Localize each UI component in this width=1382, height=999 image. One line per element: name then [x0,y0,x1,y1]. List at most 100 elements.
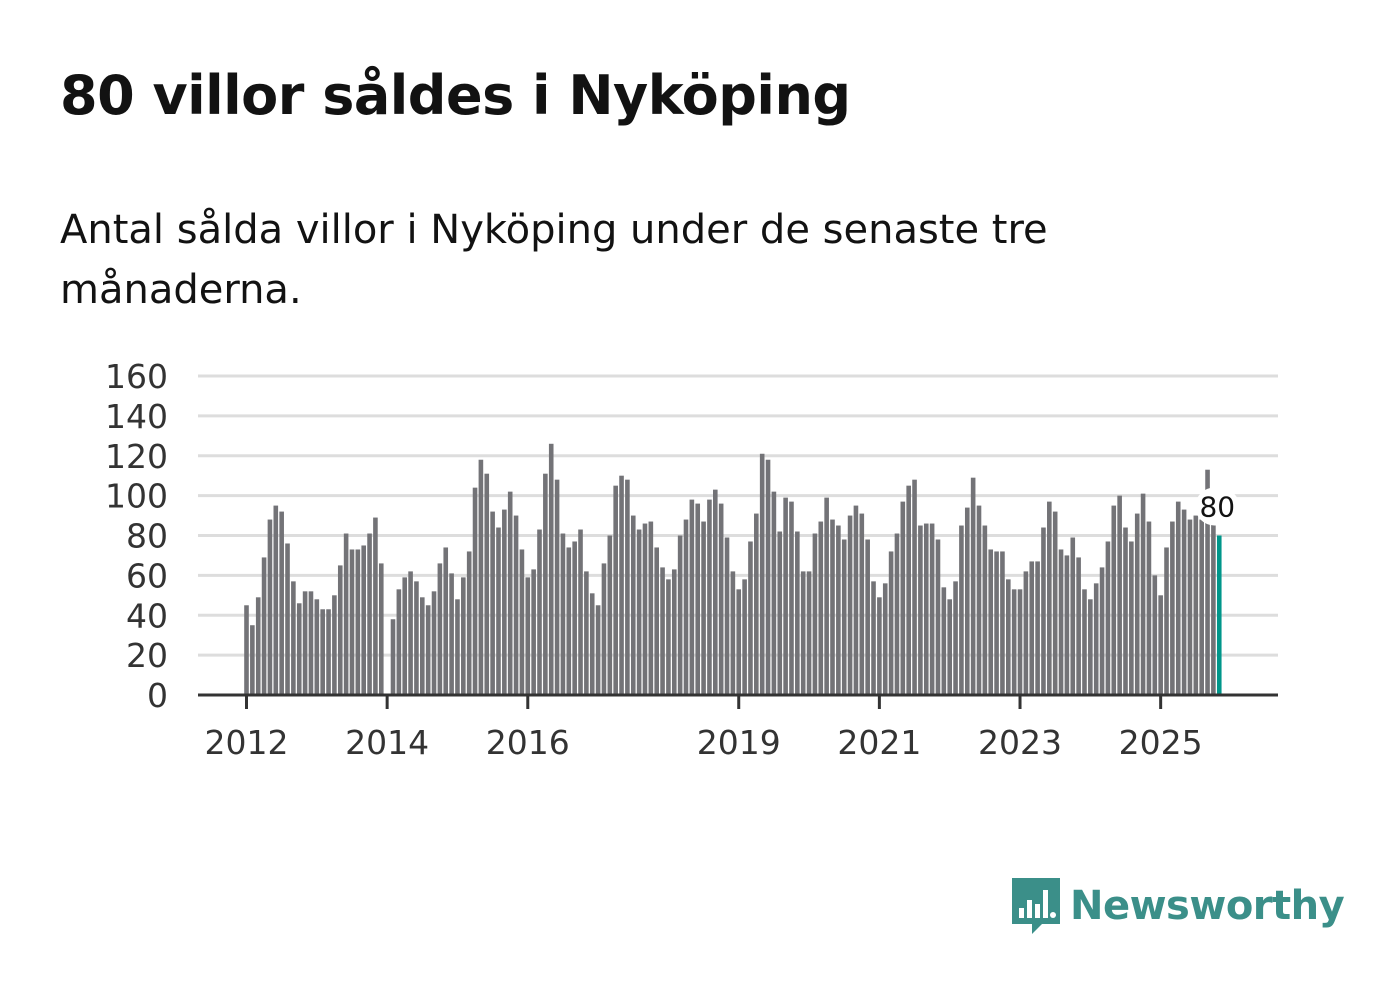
bar [1193,515,1199,695]
bar [402,577,408,695]
bar [531,569,536,695]
bar [355,549,361,695]
bar [1047,501,1052,695]
bar [273,505,279,695]
bar [1099,567,1105,695]
x-tick-label: 2014 [345,723,429,762]
bar [1070,537,1076,695]
bar [1000,551,1005,695]
bar [654,547,659,695]
bar [408,571,413,695]
bar [1134,513,1140,695]
bar [250,625,255,695]
bar [296,603,302,695]
bar [490,511,495,695]
bar [671,569,677,695]
bar [795,531,800,695]
bar [367,533,372,695]
bar [437,563,443,695]
bar [765,459,771,695]
bar [865,539,870,695]
x-tick-label: 2012 [205,723,289,762]
bar [390,619,396,695]
bar [455,599,460,695]
bar [1187,519,1193,695]
bar [332,595,337,695]
bar [320,609,325,695]
bar [648,521,654,695]
y-tick-label: 60 [126,556,168,595]
bar [1082,589,1087,695]
bar [713,489,718,695]
bar [660,567,665,695]
bar [431,591,437,695]
bar-highlight [1216,535,1222,695]
bar [1146,521,1152,695]
y-tick-label: 100 [105,477,168,516]
bar [595,605,601,695]
bar [929,523,935,695]
y-tick-label: 40 [126,596,168,635]
bar [1029,561,1035,695]
x-tick-label: 2016 [486,723,570,762]
bars [244,443,1222,696]
x-tick-label: 2021 [837,723,921,762]
bar [683,519,689,695]
bar [742,579,747,695]
bar [484,473,490,695]
bar [783,497,788,695]
bar [584,571,589,695]
bar [906,485,911,695]
x-tick-label: 2025 [1119,723,1203,762]
bar [677,535,683,695]
bar [414,581,419,695]
bar [1006,579,1011,695]
bar [970,477,976,695]
data-label-background [1195,487,1240,526]
bar [548,443,554,695]
bar [1017,589,1023,695]
bar [554,479,560,695]
bar [1175,501,1181,695]
bar [625,479,630,695]
bar [543,473,548,695]
y-tick-label: 20 [126,636,168,675]
bar [923,523,929,695]
bar [343,533,349,695]
bar [1152,575,1158,696]
bar [326,609,331,695]
bar [836,525,841,695]
bar [502,509,507,695]
bar [859,513,865,695]
bar [1211,521,1216,695]
bar [396,589,402,695]
labels: 80 [1195,487,1240,526]
bar [900,501,906,695]
bar [748,541,753,695]
bar [912,479,917,695]
bar [378,563,384,695]
bar [279,511,284,695]
bar [1199,519,1204,695]
bar [466,551,472,695]
bar [1205,469,1210,695]
x-tick-label: 2023 [978,723,1062,762]
bar [1158,595,1163,695]
bar [314,599,320,695]
bar [255,597,261,695]
bar [1023,571,1029,695]
bar [519,549,525,695]
bar [619,475,624,695]
bar [1093,583,1099,695]
bar [841,539,847,695]
bar [789,501,794,695]
bar [420,597,425,695]
bar [982,525,988,695]
y-tick-label: 80 [126,517,168,556]
bar [812,533,818,695]
bar [882,583,888,695]
bar [267,519,273,695]
bar [589,593,595,695]
bar [373,517,378,695]
bar [642,523,648,695]
